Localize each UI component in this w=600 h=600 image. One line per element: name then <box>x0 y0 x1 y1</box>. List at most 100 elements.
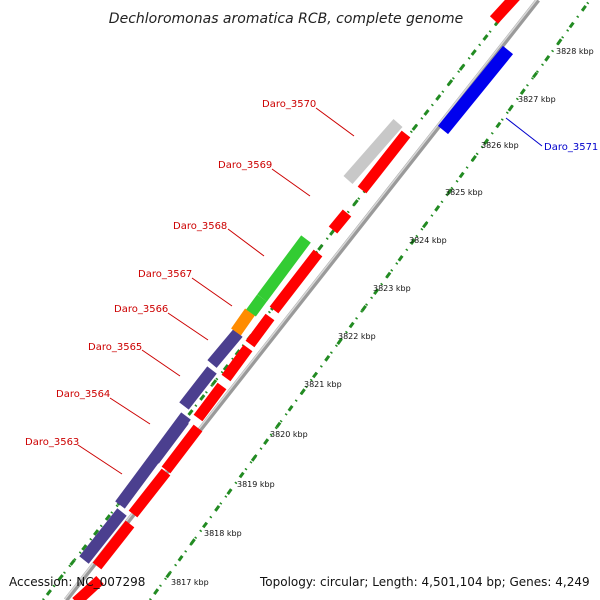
outer-tick-12 <box>187 409 194 416</box>
outer-strand-genes <box>79 119 403 564</box>
inner-tick-26 <box>470 155 477 162</box>
gene-label-daro-3570[interactable]: Daro_3570 <box>262 99 316 110</box>
tick-label-3824: 3824 kbp <box>409 236 447 245</box>
inner-tick-1 <box>165 571 172 579</box>
leader-daro-3567 <box>191 277 233 307</box>
inner-major-ticks <box>153 5 587 595</box>
outer-tick-35 <box>458 64 465 71</box>
inner-tick-21 <box>409 238 416 245</box>
tick-label-3828: 3828 kbp <box>556 47 594 56</box>
inner-tick-34 <box>568 21 575 29</box>
outer-tick-24 <box>329 229 336 236</box>
inner-tick-19 <box>385 271 392 279</box>
inner-tick-30 <box>519 88 526 95</box>
outer-tick-2 <box>69 559 76 566</box>
inner-tick-13 <box>312 371 318 379</box>
tick-label-3819: 3819 kbp <box>237 480 275 489</box>
tick-label-3821: 3821 kbp <box>304 380 342 389</box>
leader-daro-3565 <box>141 349 181 377</box>
inner-tick-8 <box>250 455 257 462</box>
outer-tick-5 <box>104 514 111 521</box>
gene-label-daro-3569[interactable]: Daro_3569 <box>218 160 272 171</box>
gene-purple-5 <box>207 329 243 368</box>
gene-purple-4 <box>179 366 217 410</box>
tick-label-3820: 3820 kbp <box>270 430 308 439</box>
outer-tick-3 <box>81 544 88 551</box>
inner-tick-18 <box>373 288 380 295</box>
outer-tick-31 <box>411 124 418 131</box>
inner-tick-4 <box>201 521 209 529</box>
inner-tick-5 <box>214 505 221 512</box>
gene-red-1 <box>72 575 104 600</box>
inner-tick-14 <box>324 355 331 362</box>
outer-tick-16 <box>234 349 241 356</box>
gene-red-3 <box>128 468 171 518</box>
inner-tick-33 <box>556 38 563 45</box>
gene-red-4 <box>161 424 203 474</box>
gene-label-daro-3571[interactable]: Daro_3571 <box>544 142 598 153</box>
tick-label-3827: 3827 kbp <box>518 95 556 104</box>
gene-label-daro-3568[interactable]: Daro_3568 <box>173 221 227 232</box>
gene-green-large <box>257 235 311 302</box>
outer-tick-32 <box>423 109 430 116</box>
scale-tick-labels: 3817 kbp 3818 kbp 3819 kbp 3820 kbp 3821… <box>171 47 594 587</box>
outer-tick-4 <box>93 529 100 536</box>
topology-text: Topology: circular; Length: 4,501,104 bp… <box>259 575 590 589</box>
gene-gray <box>343 119 403 184</box>
inner-tick-12 <box>299 388 306 395</box>
gene-red-6 <box>221 344 253 382</box>
inner-tick-32 <box>544 55 551 62</box>
accession-text: Accession: NC_007298 <box>9 575 145 589</box>
inner-tick-2 <box>177 555 184 562</box>
gene-label-daro-3567[interactable]: Daro_3567 <box>138 269 192 280</box>
outer-tick-36 <box>470 49 477 56</box>
inner-tick-31 <box>532 71 538 79</box>
gene-label-daro-3564[interactable]: Daro_3564 <box>56 389 110 400</box>
gene-orange <box>231 308 255 336</box>
tick-label-3826: 3826 kbp <box>481 141 519 150</box>
gene-red-11 <box>489 0 520 24</box>
leader-daro-3569 <box>271 168 311 197</box>
gene-purple-1 <box>79 508 127 564</box>
inner-tick-27 <box>483 138 490 145</box>
tick-label-3825: 3825 kbp <box>445 188 483 197</box>
gene-labels: Daro_3563 Daro_3564 Daro_3565 Daro_3566 … <box>25 99 598 448</box>
leader-daro-3564 <box>109 397 151 425</box>
inner-strand-genes <box>72 0 520 600</box>
tick-label-3823: 3823 kbp <box>373 284 411 293</box>
gene-label-daro-3565[interactable]: Daro_3565 <box>88 342 142 353</box>
inner-tick-10 <box>275 421 282 429</box>
gene-red-9 <box>328 209 352 234</box>
outer-tick-33 <box>435 94 442 101</box>
leader-daro-3571 <box>505 117 543 147</box>
outer-tick-37 <box>482 34 489 41</box>
gene-red-5 <box>193 382 227 422</box>
inner-tick-20 <box>397 255 404 262</box>
inner-tick-28 <box>495 121 502 129</box>
inner-tick-25 <box>458 171 465 179</box>
inner-tick-23 <box>434 205 441 212</box>
inner-tick-11 <box>287 405 294 412</box>
inner-tick-9 <box>263 438 270 445</box>
gene-label-daro-3566[interactable]: Daro_3566 <box>114 304 168 315</box>
outer-tick-1 <box>57 574 64 581</box>
inner-tick-3 <box>189 538 196 545</box>
outer-tick-0 <box>45 589 52 596</box>
gene-red-8 <box>269 249 323 314</box>
inner-tick-7 <box>238 471 245 479</box>
tick-label-3822: 3822 kbp <box>338 332 376 341</box>
tick-label-3818: 3818 kbp <box>204 529 242 538</box>
gene-green-small <box>246 294 267 317</box>
inner-tick-15 <box>336 338 343 345</box>
gene-label-daro-3563[interactable]: Daro_3563 <box>25 437 79 448</box>
tick-label-3817: 3817 kbp <box>171 578 209 587</box>
gene-red-10 <box>357 130 411 194</box>
leader-daro-3566 <box>167 312 209 341</box>
leader-daro-3563 <box>77 444 123 475</box>
gene-blue <box>437 45 514 135</box>
leader-daro-3570 <box>315 107 355 137</box>
gene-red-7 <box>245 313 275 348</box>
outer-tick-15 <box>222 364 229 371</box>
leader-daro-3568 <box>227 228 265 257</box>
